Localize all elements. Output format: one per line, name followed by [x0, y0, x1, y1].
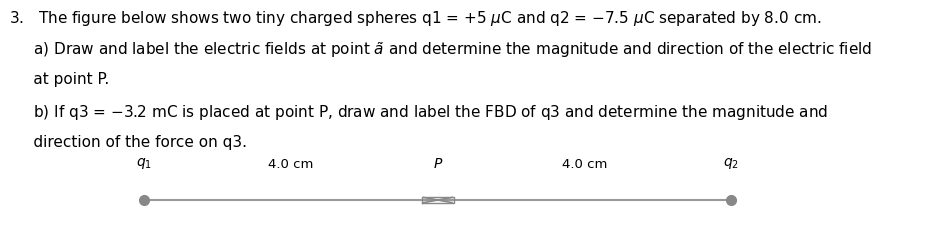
Text: at point P.: at point P.	[9, 72, 110, 87]
Text: 4.0 cm: 4.0 cm	[562, 158, 608, 171]
Text: b) If q3 = $-$3.2 mC is placed at point P, draw and label the FBD of q3 and dete: b) If q3 = $-$3.2 mC is placed at point …	[9, 103, 828, 122]
Text: a) Draw and label the electric fields at point $\tilde{a}$ and determine the mag: a) Draw and label the electric fields at…	[9, 40, 872, 60]
Text: $q_2$: $q_2$	[723, 156, 739, 171]
Text: $q_1$: $q_1$	[136, 156, 152, 171]
Text: 3.   The figure below shows two tiny charged spheres q1 = +5 $\mu$C and q2 = $-$: 3. The figure below shows two tiny charg…	[9, 9, 822, 28]
Text: direction of the force on q3.: direction of the force on q3.	[9, 135, 247, 150]
Text: 4.0 cm: 4.0 cm	[269, 158, 314, 171]
Text: $P$: $P$	[433, 157, 443, 171]
